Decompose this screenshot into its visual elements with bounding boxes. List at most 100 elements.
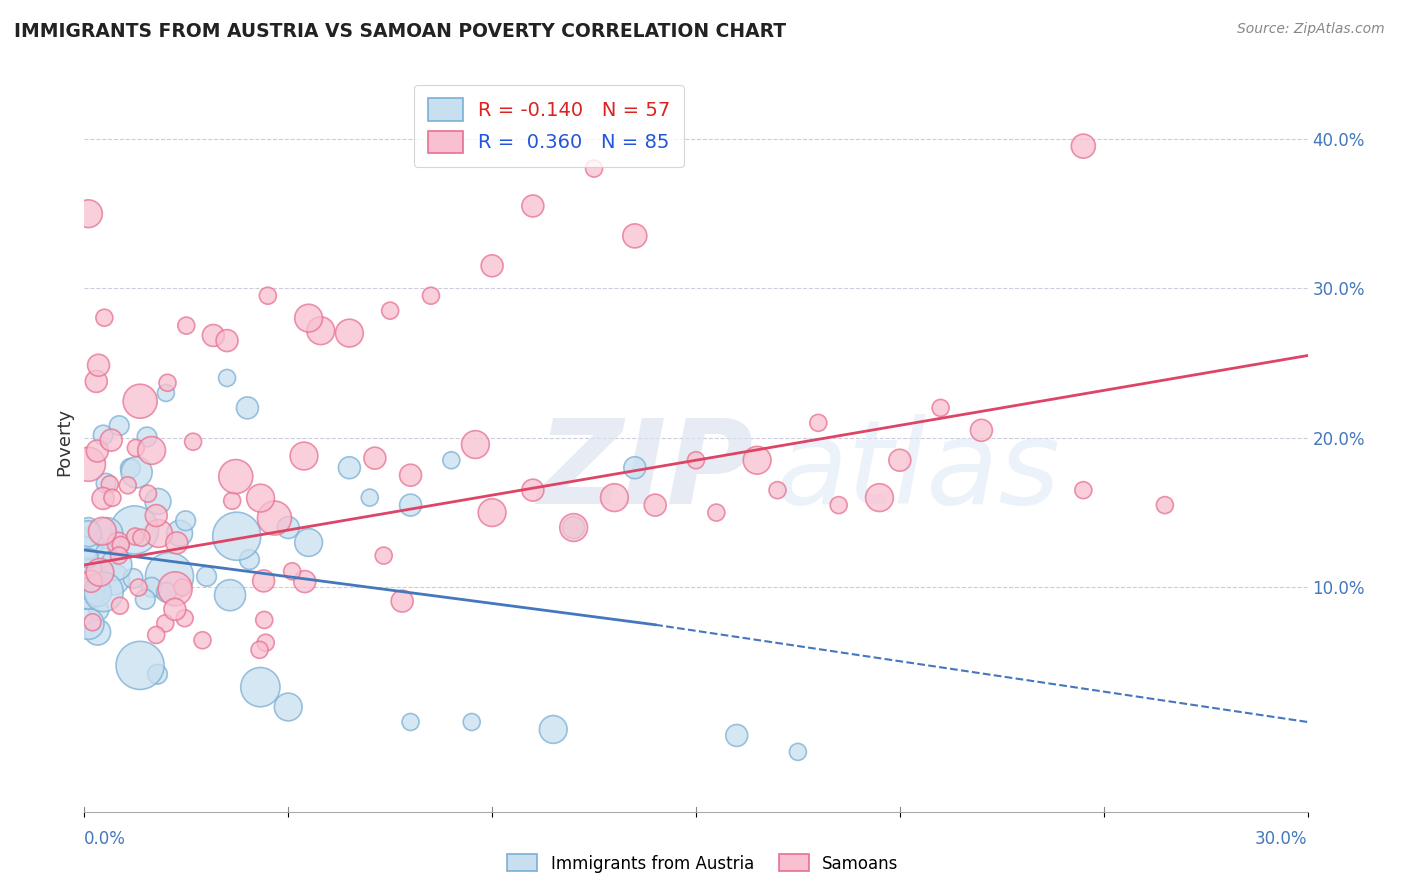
Point bbox=[173, 611, 195, 625]
Point bbox=[105, 558, 128, 572]
Point bbox=[103, 573, 125, 587]
Point bbox=[169, 526, 191, 541]
Point bbox=[257, 289, 280, 303]
Point bbox=[87, 358, 110, 372]
Point bbox=[373, 549, 395, 563]
Point bbox=[1073, 483, 1095, 497]
Point bbox=[100, 433, 122, 447]
Point bbox=[624, 228, 647, 243]
Point bbox=[174, 318, 197, 333]
Point bbox=[120, 461, 142, 475]
Point bbox=[77, 586, 100, 600]
Point bbox=[84, 375, 107, 389]
Point bbox=[399, 498, 422, 512]
Point bbox=[869, 491, 891, 505]
Point bbox=[298, 535, 321, 549]
Point bbox=[254, 636, 277, 650]
Point bbox=[94, 476, 117, 491]
Point bbox=[391, 594, 413, 608]
Point bbox=[159, 569, 181, 583]
Point bbox=[706, 506, 728, 520]
Text: 30.0%: 30.0% bbox=[1256, 830, 1308, 847]
Point bbox=[225, 529, 247, 543]
Point bbox=[281, 564, 304, 578]
Point bbox=[522, 483, 544, 497]
Point bbox=[292, 449, 315, 463]
Point bbox=[108, 549, 131, 563]
Point bbox=[82, 615, 104, 630]
Point bbox=[339, 460, 361, 475]
Point bbox=[263, 511, 285, 525]
Point bbox=[725, 728, 748, 742]
Point bbox=[339, 326, 361, 340]
Point bbox=[94, 546, 117, 560]
Legend: Immigrants from Austria, Samoans: Immigrants from Austria, Samoans bbox=[501, 847, 905, 880]
Text: ZIP: ZIP bbox=[537, 414, 754, 529]
Point bbox=[108, 418, 131, 433]
Point bbox=[440, 453, 463, 467]
Point bbox=[117, 478, 139, 492]
Point bbox=[129, 394, 152, 409]
Point bbox=[156, 376, 179, 390]
Point bbox=[807, 416, 830, 430]
Point bbox=[522, 199, 544, 213]
Point bbox=[124, 523, 146, 537]
Point bbox=[77, 526, 100, 541]
Point bbox=[146, 667, 169, 681]
Point bbox=[93, 585, 115, 599]
Point bbox=[202, 328, 225, 343]
Point bbox=[136, 430, 159, 444]
Point bbox=[181, 434, 204, 449]
Point bbox=[98, 477, 121, 491]
Point bbox=[146, 494, 169, 508]
Point bbox=[225, 469, 247, 483]
Point bbox=[236, 401, 259, 415]
Legend: R = -0.140   N = 57, R =  0.360   N = 85: R = -0.140 N = 57, R = 0.360 N = 85 bbox=[415, 85, 685, 167]
Point bbox=[461, 714, 484, 729]
Point bbox=[96, 526, 118, 541]
Point bbox=[86, 444, 108, 458]
Point bbox=[145, 508, 167, 523]
Point bbox=[77, 616, 100, 631]
Point bbox=[141, 443, 163, 458]
Point bbox=[77, 536, 100, 550]
Point bbox=[217, 371, 239, 385]
Point bbox=[364, 451, 387, 466]
Point bbox=[970, 423, 993, 437]
Point bbox=[134, 592, 156, 607]
Point bbox=[766, 483, 789, 497]
Point bbox=[889, 453, 911, 467]
Point bbox=[86, 576, 108, 591]
Point bbox=[174, 514, 197, 528]
Point bbox=[399, 714, 422, 729]
Point bbox=[747, 453, 769, 467]
Point bbox=[155, 616, 177, 631]
Point bbox=[787, 745, 810, 759]
Point bbox=[828, 498, 851, 512]
Point bbox=[294, 574, 316, 589]
Point bbox=[309, 324, 332, 338]
Point bbox=[217, 334, 239, 348]
Point bbox=[685, 453, 707, 467]
Y-axis label: Poverty: Poverty bbox=[55, 408, 73, 475]
Point bbox=[77, 457, 100, 471]
Point bbox=[562, 520, 585, 534]
Point bbox=[195, 569, 218, 583]
Point bbox=[89, 566, 111, 580]
Point bbox=[77, 572, 100, 586]
Point bbox=[87, 586, 110, 600]
Text: 0.0%: 0.0% bbox=[84, 830, 127, 847]
Point bbox=[399, 468, 422, 483]
Point bbox=[1073, 139, 1095, 153]
Point bbox=[562, 520, 585, 534]
Point bbox=[129, 658, 152, 673]
Point bbox=[583, 161, 606, 176]
Point bbox=[124, 529, 146, 543]
Point bbox=[91, 428, 114, 442]
Point bbox=[91, 491, 114, 506]
Point bbox=[420, 289, 443, 303]
Point bbox=[125, 441, 148, 455]
Point bbox=[543, 723, 565, 737]
Point bbox=[155, 585, 177, 599]
Point bbox=[87, 603, 110, 617]
